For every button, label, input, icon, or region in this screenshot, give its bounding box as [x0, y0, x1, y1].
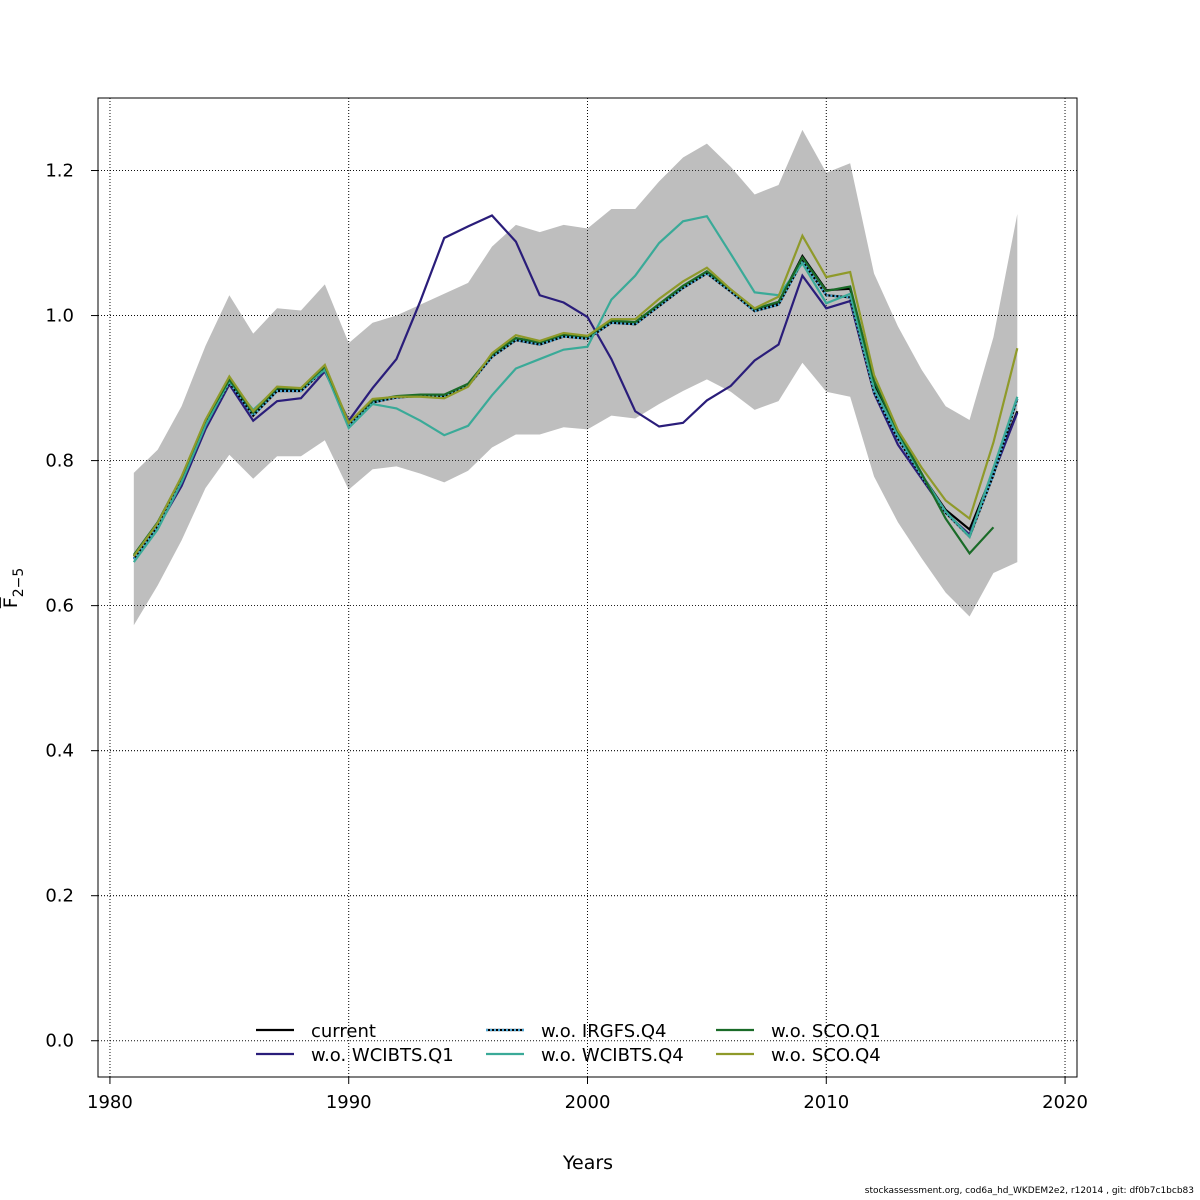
x-tick-label-0: 1980 [87, 1092, 133, 1113]
legend-item-4: w.o. SCO.Q1 [716, 1021, 881, 1042]
y-tick-label-4: 0.8 [45, 451, 74, 472]
confidence-band-area [133, 129, 1018, 626]
y-axis-label-subscript: 2−5 [11, 568, 27, 598]
legend-item-0: current [256, 1021, 376, 1042]
legend-label-1: w.o. WCIBTS.Q1 [311, 1045, 454, 1066]
confidence-band [133, 129, 1018, 626]
legend-label-3: w.o. WCIBTS.Q4 [541, 1045, 684, 1066]
x-tick-label-1: 1990 [326, 1092, 372, 1113]
x-tick-label-4: 2020 [1042, 1092, 1088, 1113]
x-axis-label: Years [562, 1152, 613, 1174]
y-tick-label-2: 0.4 [45, 741, 74, 762]
y-tick-label-6: 1.2 [45, 161, 74, 182]
legend-item-1: w.o. WCIBTS.Q1 [256, 1045, 454, 1066]
legend-label-5: w.o. SCO.Q4 [771, 1045, 881, 1066]
y-tick-label-3: 0.6 [45, 596, 74, 617]
series-lines [132, 214, 1019, 563]
series-line-5 [132, 233, 1019, 557]
footer-note: stockassessment.org, cod6a_hd_WKDEM2e2, … [864, 1186, 1194, 1196]
grid-overlay [98, 98, 1077, 1077]
svg-text:F2−5: F2−5 [0, 568, 27, 608]
y-axis-label-main: F [0, 597, 22, 608]
y-axis-label: F2−5 [0, 568, 27, 608]
legend-label-0: current [311, 1021, 376, 1042]
legend-label-4: w.o. SCO.Q1 [771, 1021, 881, 1042]
legend-item-2: w.o. IRGFS.Q4 [486, 1021, 667, 1042]
x-tick-label-3: 2010 [803, 1092, 849, 1113]
x-axis: 1980 1990 2000 2010 2020 [87, 1076, 1088, 1113]
y-tick-label-1: 0.2 [45, 886, 74, 907]
legend: current w.o. WCIBTS.Q1 w.o. IRGFS.Q4 w.o. W… [256, 1021, 881, 1066]
y-tick-label-0: 0.0 [45, 1031, 74, 1052]
legend-label-2: w.o. IRGFS.Q4 [541, 1021, 667, 1042]
y-tick-label-5: 1.0 [45, 306, 74, 327]
legend-item-3: w.o. WCIBTS.Q4 [486, 1045, 684, 1066]
y-axis: 0.0 0.2 0.4 0.6 0.8 1.0 1.2 [45, 161, 99, 1052]
x-tick-label-2: 2000 [565, 1092, 611, 1113]
legend-item-5: w.o. SCO.Q4 [716, 1045, 881, 1066]
